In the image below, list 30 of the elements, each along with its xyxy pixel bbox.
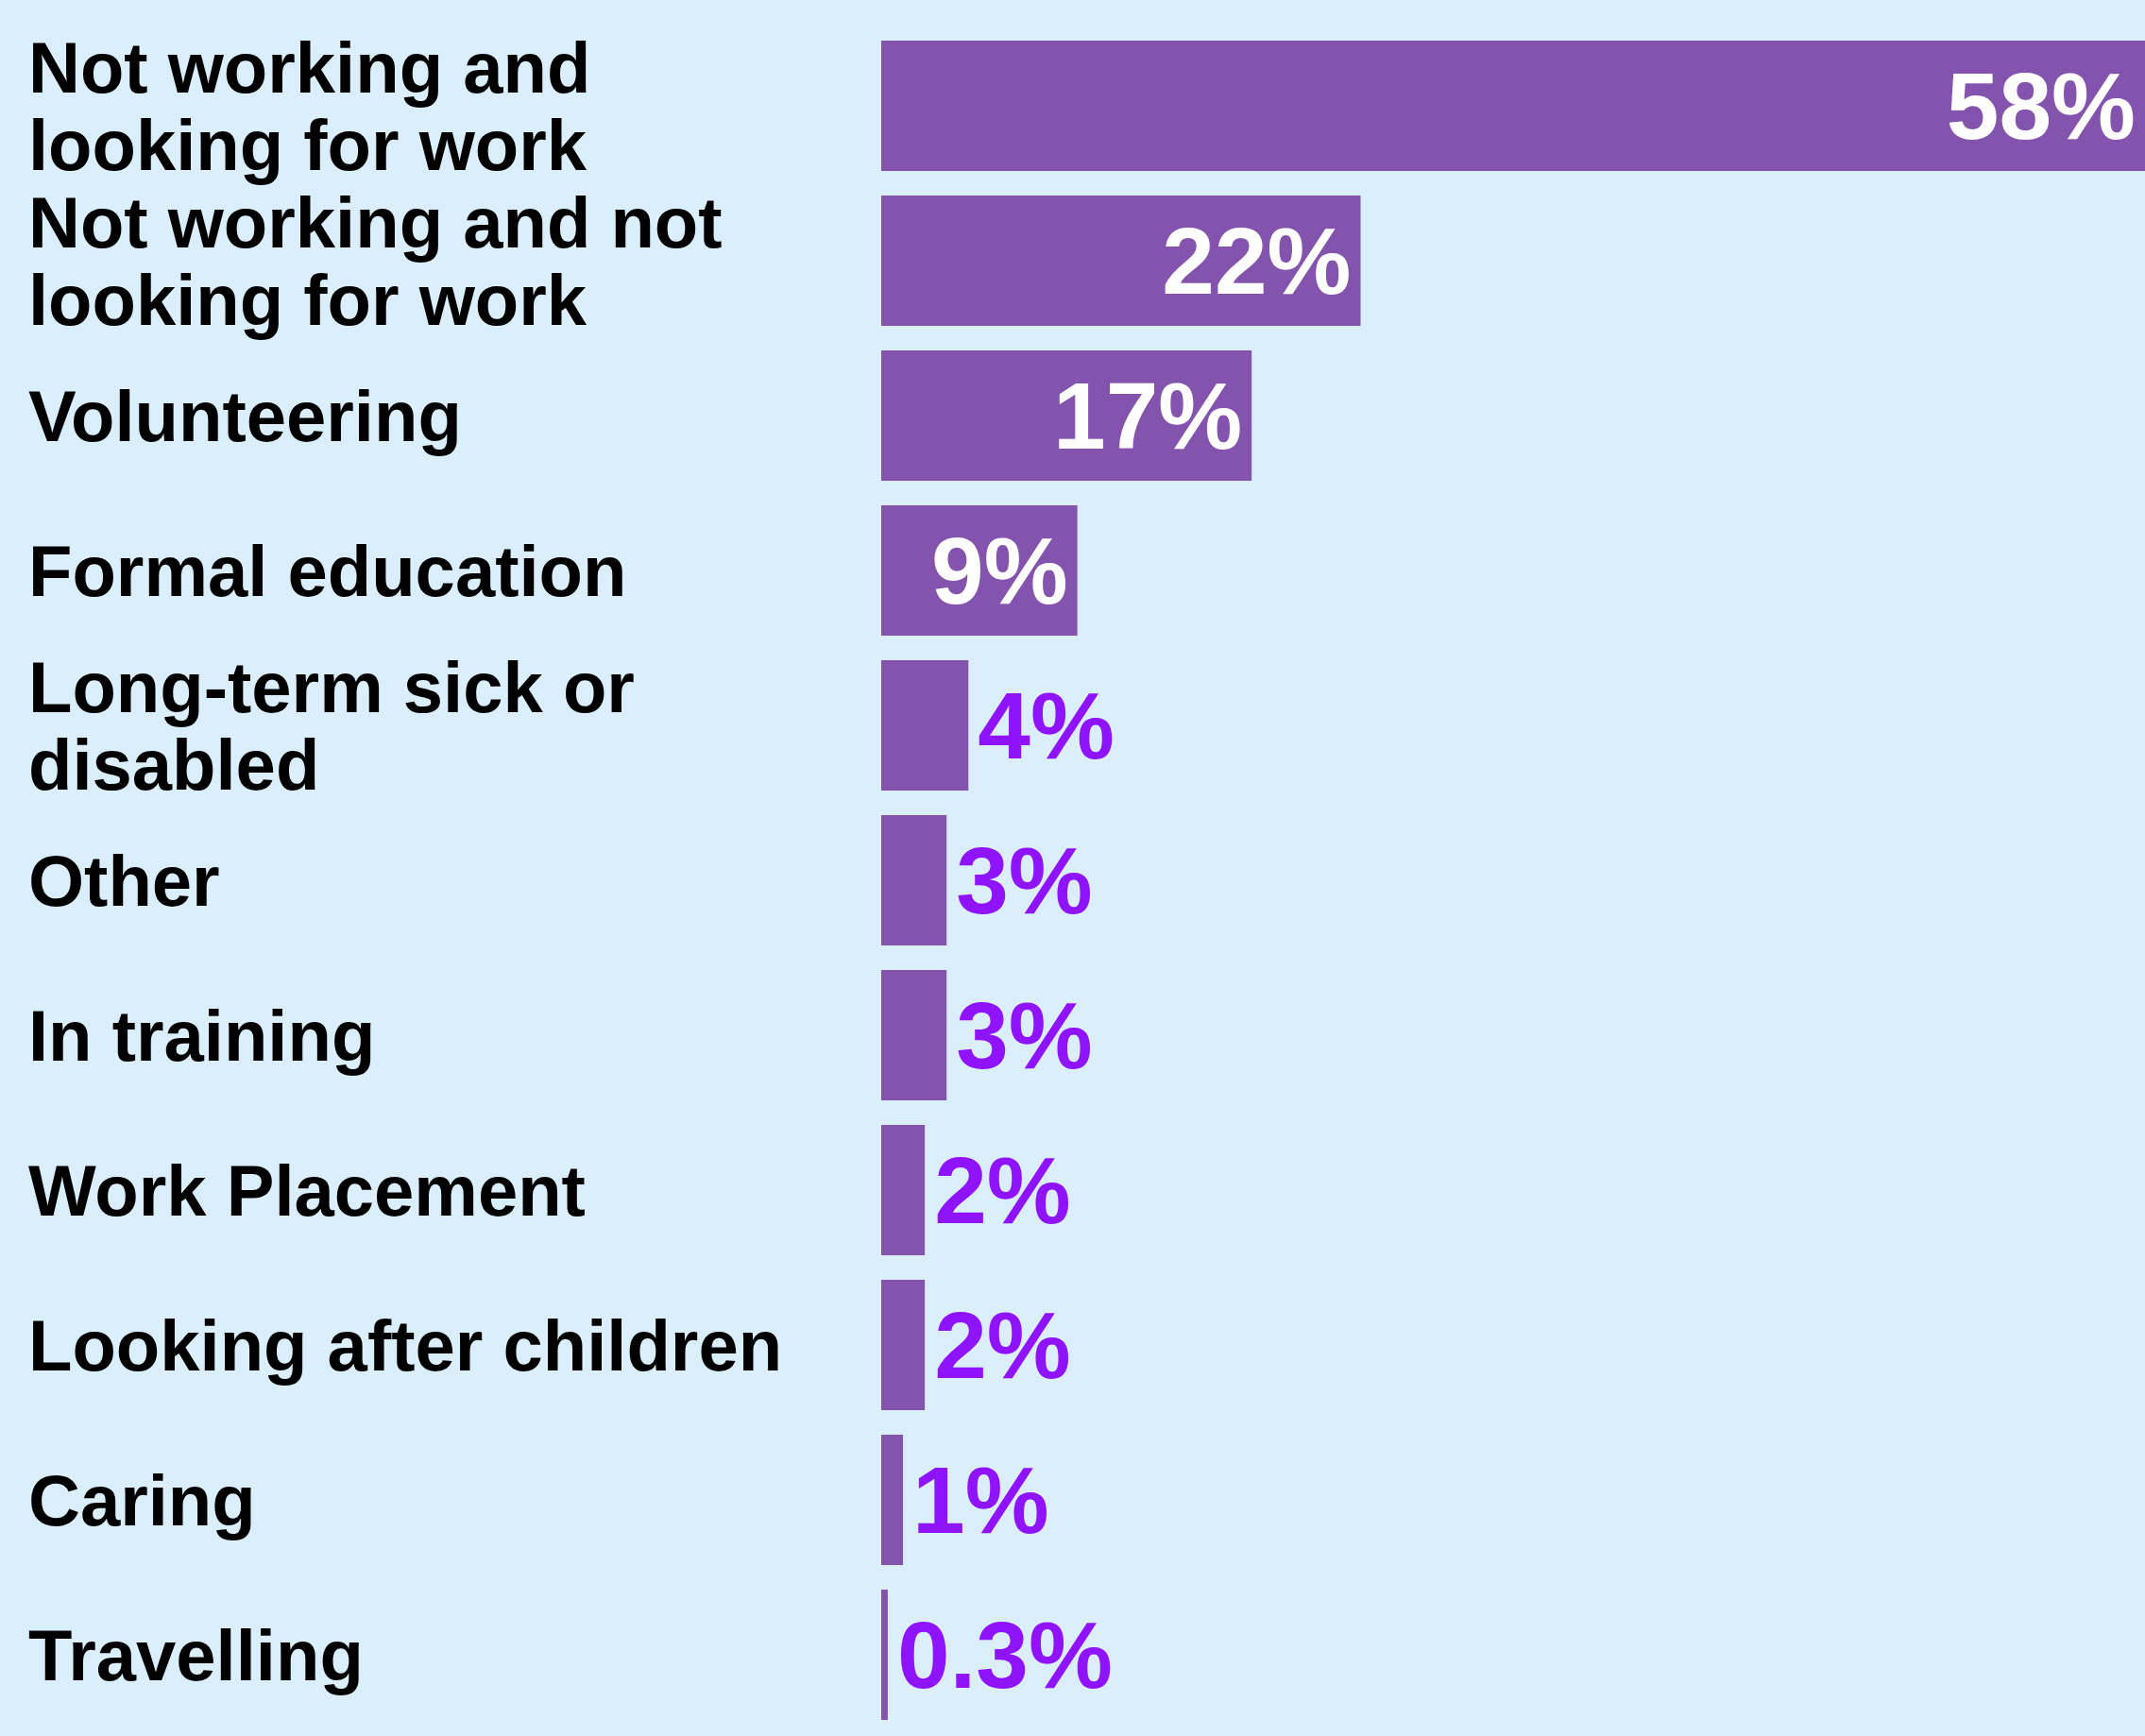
data-label: 3% [956, 827, 1093, 933]
data-label: 2% [934, 1137, 1071, 1243]
bar [881, 815, 947, 945]
data-label: 2% [934, 1292, 1071, 1398]
y-tick-label: Looking after children [28, 1304, 783, 1386]
bar [881, 1280, 926, 1410]
y-tick-label: Travelling [28, 1614, 364, 1695]
bar [881, 1590, 888, 1720]
y-tick-label: Caring [28, 1459, 256, 1540]
data-label: 4% [978, 672, 1115, 778]
bar [881, 196, 1361, 326]
y-tick-label: Work Placement [28, 1149, 586, 1231]
y-tick-label: Not working and looking for work [28, 26, 611, 185]
bar [881, 1125, 926, 1255]
data-label: 3% [956, 982, 1093, 1088]
data-label: 17% [1053, 363, 1243, 468]
y-tick-label: Other [28, 840, 220, 921]
bar [881, 970, 947, 1100]
data-label: 1% [912, 1447, 1049, 1553]
y-tick-label: Volunteering [28, 375, 462, 456]
bar [881, 1435, 904, 1565]
y-tick-label: Long-term sick or disabled [28, 646, 655, 805]
data-label: 9% [931, 518, 1068, 623]
bar [881, 41, 2145, 171]
y-tick-label: In training [28, 995, 376, 1076]
data-label: 58% [1946, 53, 2136, 159]
bar [881, 660, 969, 791]
data-label: 22% [1162, 208, 1352, 314]
y-tick-label: Formal education [28, 530, 627, 611]
data-label: 0.3% [896, 1602, 1113, 1708]
